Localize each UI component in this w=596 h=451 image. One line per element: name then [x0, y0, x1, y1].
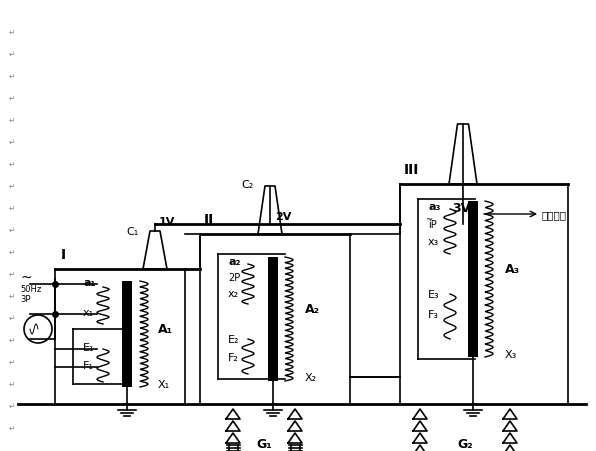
Text: x₃: x₃ [428, 236, 439, 246]
Text: C₂: C₂ [242, 179, 254, 189]
Text: ↵: ↵ [9, 379, 15, 388]
Text: G₁: G₁ [256, 437, 272, 451]
Text: ↵: ↵ [9, 116, 15, 125]
Text: ↵: ↵ [9, 226, 15, 235]
Text: x₂: x₂ [228, 288, 239, 299]
Text: A₂: A₂ [305, 303, 320, 316]
Text: X₂: X₂ [305, 372, 317, 382]
Text: ↵: ↵ [9, 50, 15, 59]
Text: ↵: ↵ [9, 160, 15, 169]
Text: 50Hz: 50Hz [20, 285, 41, 294]
Bar [122, 281, 132, 387]
Text: a₃: a₃ [428, 202, 440, 212]
Text: A₃: A₃ [505, 263, 520, 276]
Text: E₁: E₁ [83, 342, 95, 352]
Text: ↵: ↵ [9, 138, 15, 147]
Text: ↵: ↵ [9, 313, 15, 322]
Text: ~: ~ [20, 271, 32, 285]
Text: ↵: ↵ [9, 423, 15, 432]
Text: ↵: ↵ [9, 248, 15, 257]
Text: C₁: C₁ [127, 226, 139, 236]
Text: ↵: ↵ [9, 335, 15, 344]
Text: F₁: F₁ [83, 360, 94, 370]
Text: I: I [60, 248, 66, 262]
Text: X₃: X₃ [505, 349, 517, 359]
Bar [268, 258, 278, 381]
Text: 2P: 2P [228, 272, 240, 282]
Text: 3V: 3V [452, 202, 470, 215]
Text: ↵: ↵ [9, 94, 15, 103]
Text: ↵: ↵ [9, 72, 15, 81]
Text: 2V: 2V [275, 212, 291, 221]
Text: iP: iP [428, 220, 437, 230]
Text: G₂: G₂ [457, 437, 473, 451]
Text: ↵: ↵ [9, 291, 15, 300]
Text: A₁: A₁ [158, 323, 173, 336]
Text: E₂: E₂ [228, 334, 240, 344]
Text: 至被試品: 至被試品 [542, 210, 567, 220]
Text: a₂: a₂ [228, 257, 240, 267]
Text: II: II [204, 212, 214, 226]
Text: ↵: ↵ [9, 357, 15, 366]
Text: x₁: x₁ [83, 307, 94, 318]
Text: 3P: 3P [20, 295, 30, 304]
Text: ↵: ↵ [9, 269, 15, 278]
Text: ↵: ↵ [9, 401, 15, 410]
Text: 1V: 1V [159, 216, 175, 226]
Text: III: III [404, 163, 420, 177]
Text: ↵: ↵ [9, 28, 15, 37]
Text: F₃: F₃ [428, 309, 439, 319]
Text: F₂: F₂ [228, 352, 239, 362]
Text: ~: ~ [425, 215, 432, 224]
Text: ↵: ↵ [9, 182, 15, 191]
Text: E₃: E₃ [428, 290, 440, 299]
Text: a₁: a₁ [83, 277, 95, 287]
Text: X₁: X₁ [158, 379, 170, 389]
Text: ↵: ↵ [9, 203, 15, 212]
Bar [468, 202, 478, 357]
